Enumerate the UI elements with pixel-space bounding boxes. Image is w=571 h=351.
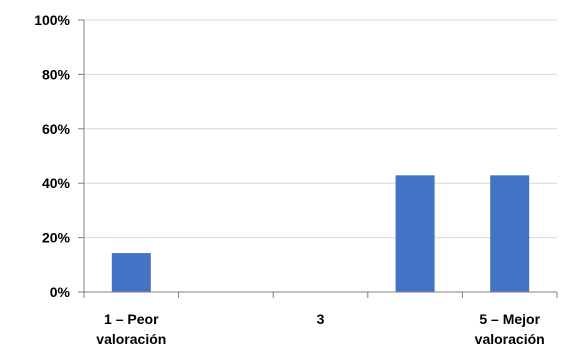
grid-lines xyxy=(84,19,557,239)
bar-5 xyxy=(490,175,530,292)
y-tick-label-20: 20% xyxy=(42,230,71,246)
axes xyxy=(78,19,558,298)
bars xyxy=(111,175,530,292)
y-tick-label-60: 60% xyxy=(42,121,71,137)
y-tick-label-80: 80% xyxy=(42,66,71,82)
bar-1 xyxy=(111,253,151,292)
x-category-label-3: 3 xyxy=(317,311,325,327)
y-tick-label-100: 100% xyxy=(34,12,70,28)
y-axis-tick-labels: 0% 20% 40% 60% 80% 100% xyxy=(34,12,70,300)
x-category-label-1: 1 – Peor valoración xyxy=(96,311,166,347)
y-tick-label-0: 0% xyxy=(50,284,71,300)
x-axis-category-labels: 1 – Peor valoración 3 5 – Mejor valoración xyxy=(96,311,544,347)
y-tick-label-40: 40% xyxy=(42,175,71,191)
x-category-label-5: 5 – Mejor valoración xyxy=(475,311,545,347)
bar-4 xyxy=(395,175,435,292)
